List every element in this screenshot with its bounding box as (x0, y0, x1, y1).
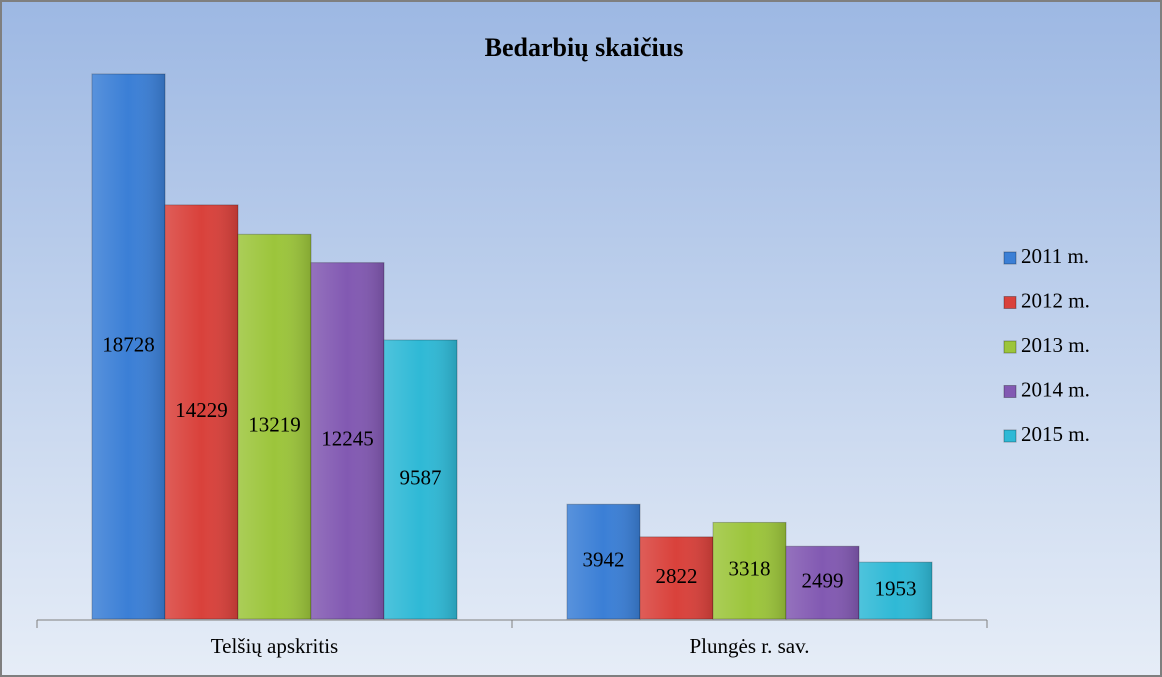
legend-swatch (1003, 251, 1017, 265)
legend-label: 2011 m. (1021, 244, 1089, 268)
legend-swatch (1003, 429, 1017, 443)
chart-title: Bedarbių skaičius (485, 33, 684, 62)
legend-label: 2013 m. (1021, 333, 1090, 357)
legend-label: 2012 m. (1021, 288, 1090, 312)
data-label: 2499 (802, 568, 844, 592)
legend-swatch (1003, 340, 1017, 354)
data-label: 14229 (175, 398, 228, 422)
data-label: 1953 (875, 576, 917, 600)
data-label: 12245 (321, 427, 374, 451)
x-tick-label: Telšių apskritis (211, 634, 338, 658)
legend-swatch (1003, 296, 1017, 309)
data-label: 3318 (729, 557, 771, 581)
legend-label: 2014 m. (1021, 377, 1090, 401)
legend-swatch (1003, 385, 1017, 398)
x-tick-label: Plungės r. sav. (690, 634, 810, 658)
data-label: 3942 (583, 547, 625, 571)
data-label: 9587 (400, 465, 442, 489)
data-label: 18728 (102, 332, 155, 356)
data-label: 2822 (656, 564, 698, 588)
legend-label: 2015 m. (1021, 422, 1090, 446)
data-label: 13219 (248, 412, 301, 436)
